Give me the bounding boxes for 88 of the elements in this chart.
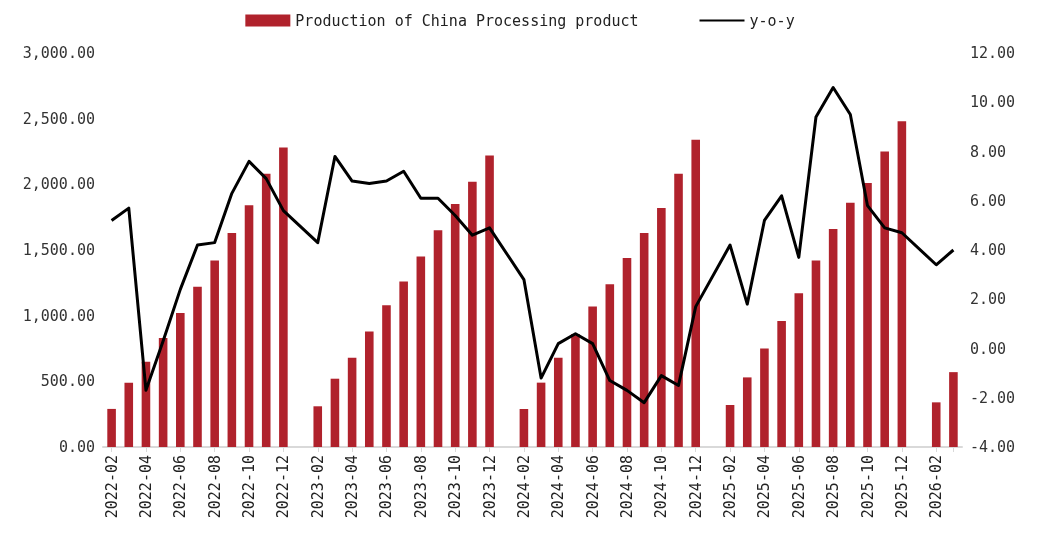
y-tick-label: 500.00 <box>40 372 95 391</box>
y2-tick-label: 2.00 <box>970 290 1007 309</box>
bar <box>107 408 116 447</box>
x-tick-label: 2023-02 <box>308 455 327 519</box>
x-tick-label: 2023-10 <box>446 455 465 519</box>
bar <box>553 357 563 447</box>
bar <box>639 232 649 447</box>
bar <box>261 173 271 447</box>
y-tick-label: 3,000.00 <box>22 44 95 62</box>
bar <box>880 151 889 447</box>
bar <box>725 404 735 447</box>
bar <box>931 402 941 447</box>
x-tick-label: 2022-02 <box>102 455 121 519</box>
bar <box>536 382 546 447</box>
y-tick-label: 2,000.00 <box>22 175 95 194</box>
legend-label: Production of China Processing product <box>295 11 639 30</box>
bar <box>777 320 786 447</box>
bar <box>382 305 391 447</box>
x-tick-label: 2025-10 <box>858 455 877 519</box>
bar <box>588 306 597 447</box>
bar <box>399 281 408 447</box>
x-tick-label: 2022-12 <box>274 455 293 519</box>
x-tick-label: 2022-10 <box>240 455 259 519</box>
bar <box>794 293 804 447</box>
y-tick-label: 0.00 <box>58 438 95 456</box>
bar <box>450 204 460 447</box>
bar <box>193 286 202 447</box>
y-tick-label: 1,500.00 <box>22 241 95 259</box>
y2-tick-label: 6.00 <box>970 191 1007 210</box>
bar <box>365 331 374 447</box>
bar <box>622 257 632 447</box>
bar <box>846 202 855 447</box>
bar <box>949 372 958 447</box>
x-tick-label: 2024-12 <box>686 455 705 519</box>
bar <box>227 232 237 447</box>
y2-tick-label: 8.00 <box>970 142 1007 161</box>
bar <box>828 228 838 447</box>
bar <box>124 382 134 447</box>
x-tick-label: 2023-06 <box>377 455 396 519</box>
x-tick-label: 2024-08 <box>617 455 636 519</box>
y2-tick-label: -2.00 <box>970 388 1016 407</box>
x-tick-label: 2024-04 <box>549 455 568 519</box>
x-tick-label: 2026-02 <box>927 455 946 519</box>
bar <box>244 205 254 447</box>
bar <box>605 284 615 447</box>
bar <box>691 139 701 447</box>
bar <box>811 260 821 447</box>
x-tick-label: 2024-06 <box>583 455 602 519</box>
bar <box>416 256 426 447</box>
bar <box>210 260 219 447</box>
bar <box>742 377 752 447</box>
y2-tick-label: -4.00 <box>970 438 1016 456</box>
x-tick-label: 2025-06 <box>789 455 808 519</box>
bar <box>760 348 769 447</box>
x-tick-label: 2025-04 <box>755 455 774 519</box>
x-tick-label: 2023-12 <box>480 455 499 519</box>
bar <box>468 181 477 447</box>
y2-tick-label: 0.00 <box>970 339 1007 358</box>
bar <box>330 378 340 447</box>
x-tick-label: 2025-08 <box>824 455 843 519</box>
bar <box>897 121 907 447</box>
x-tick-label: 2024-10 <box>652 455 671 519</box>
bar <box>657 207 666 447</box>
line-series <box>110 85 955 405</box>
bar <box>279 147 288 447</box>
y2-tick-label: 4.00 <box>970 241 1007 259</box>
y-tick-label: 1,000.00 <box>22 306 95 325</box>
x-tick-label: 2025-12 <box>892 455 911 519</box>
y2-tick-label: 10.00 <box>970 93 1016 112</box>
x-tick-label: 2023-04 <box>343 455 362 519</box>
x-tick-label: 2022-04 <box>136 455 155 519</box>
x-tick-label: 2024-02 <box>514 455 533 519</box>
bar <box>313 406 323 447</box>
x-tick-label: 2022-08 <box>205 455 224 519</box>
y-tick-label: 2,500.00 <box>22 109 95 128</box>
legend-label: y-o-y <box>749 11 795 30</box>
bar <box>863 183 872 447</box>
bar <box>674 173 683 447</box>
bar <box>485 155 494 447</box>
bar <box>519 408 529 447</box>
y2-tick-label: 12.00 <box>970 44 1016 62</box>
x-tick-label: 2025-02 <box>721 455 740 519</box>
bar <box>176 313 185 447</box>
bar <box>347 357 357 447</box>
bar <box>571 334 580 447</box>
x-tick-label: 2023-08 <box>411 455 430 519</box>
x-tick-label: 2022-06 <box>171 455 190 519</box>
bar <box>433 230 443 447</box>
